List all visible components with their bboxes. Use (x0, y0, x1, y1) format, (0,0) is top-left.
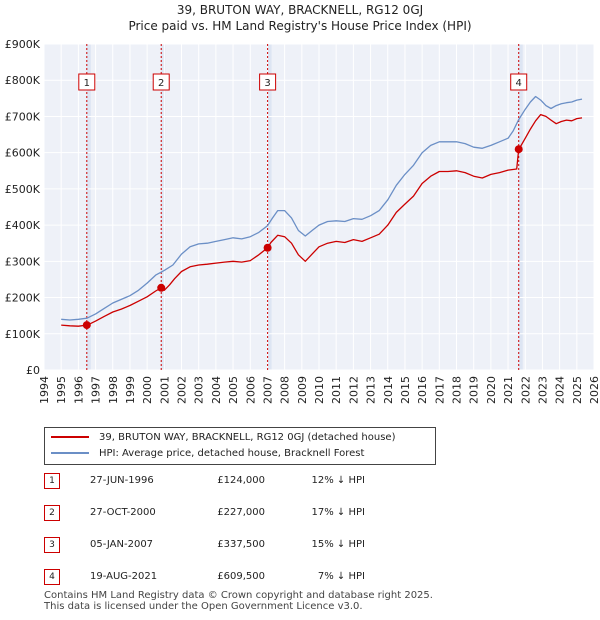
y-tick-label: £100K (5, 328, 41, 341)
sale-marker-label: 4 (516, 78, 522, 89)
footer-line-1: Contains HM Land Registry data © Crown c… (44, 590, 433, 601)
x-tick-label: 2013 (365, 376, 378, 404)
chart-title: 39, BRUTON WAY, BRACKNELL, RG12 0GJ (176, 3, 424, 17)
x-tick-label: 2018 (451, 376, 464, 404)
x-tick-label: 1998 (107, 376, 120, 404)
sale-marker-badge: 2 (44, 505, 60, 521)
series-line-hpi (61, 95, 583, 321)
legend-line-property (51, 436, 89, 438)
chart-legend: 39, BRUTON WAY, BRACKNELL, RG12 0GJ (det… (44, 427, 436, 465)
x-tick-label: 2020 (485, 376, 498, 404)
x-tick-label: 2019 (468, 376, 481, 404)
y-tick-label: £400K (5, 219, 41, 232)
transaction-hpi-diff: 17% ↓ HPI (311, 507, 365, 518)
transaction-hpi-diff: 12% ↓ HPI (311, 475, 365, 486)
sale-band (161, 44, 166, 370)
x-tick-label: 1999 (124, 376, 137, 404)
sale-point (157, 283, 166, 292)
x-tick-label: 2008 (279, 376, 292, 404)
x-tick-label: 2012 (347, 376, 360, 404)
y-tick-label: £500K (5, 183, 41, 196)
x-tick-label: 2001 (158, 376, 171, 404)
transaction-price: £227,000 (217, 507, 265, 518)
legend-line-hpi (51, 452, 89, 454)
x-tick-label: 2021 (502, 376, 515, 404)
transaction-row: 3 05-JAN-2007 £337,500 15% ↓ HPI (0, 536, 600, 554)
x-tick-label: 2022 (519, 376, 532, 404)
x-tick-label: 2023 (536, 376, 549, 404)
x-tick-label: 2002 (176, 376, 189, 404)
y-tick-label: £900K (5, 38, 41, 51)
transaction-date: 05-JAN-2007 (90, 539, 154, 550)
x-tick-label: 2024 (554, 376, 567, 404)
sale-marker-label: 1 (84, 78, 90, 89)
legend-item-property: 39, BRUTON WAY, BRACKNELL, RG12 0GJ (det… (51, 430, 396, 446)
y-tick-label: £200K (5, 292, 41, 305)
x-tick-label: 1996 (72, 376, 85, 404)
sale-marker-badge: 3 (44, 537, 60, 553)
y-tick-label: £300K (5, 255, 41, 268)
x-tick-label: 2009 (296, 376, 309, 404)
sale-marker-label: 2 (158, 78, 164, 89)
transaction-hpi-diff: 7% ↓ HPI (317, 571, 365, 582)
y-tick-label: £0 (26, 364, 40, 377)
footer-attribution: Contains HM Land Registry data © Crown c… (44, 590, 433, 612)
transaction-hpi-diff: 15% ↓ HPI (311, 539, 365, 550)
sale-band (86, 44, 91, 370)
transaction-row: 1 27-JUN-1996 £124,000 12% ↓ HPI (0, 472, 600, 490)
sale-marker-badge: 4 (44, 569, 60, 585)
x-tick-label: 2007 (261, 376, 274, 404)
sale-marker-box (152, 73, 170, 91)
sale-marker-box (259, 73, 277, 91)
x-tick-label: 2004 (210, 376, 223, 404)
sale-band (518, 44, 523, 370)
legend-item-hpi: HPI: Average price, detached house, Brac… (51, 446, 364, 462)
sale-band (267, 44, 272, 370)
x-tick-label: 2005 (227, 376, 240, 404)
x-tick-label: 2011 (330, 376, 343, 404)
x-tick-label: 1995 (55, 376, 68, 404)
sale-marker-box (510, 73, 528, 91)
price-chart: 1 2 3 4 £0 £100K £200K £300K £400K £500K £600K £700… (5, 38, 600, 404)
sale-point (514, 145, 523, 154)
sale-marker-box (78, 73, 96, 91)
transaction-price: £124,000 (217, 475, 265, 486)
transaction-date: 27-OCT-2000 (90, 507, 156, 518)
transaction-row: 2 27-OCT-2000 £227,000 17% ↓ HPI (0, 504, 600, 522)
y-tick-label: £700K (5, 110, 41, 123)
legend-label-property: 39, BRUTON WAY, BRACKNELL, RG12 0GJ (det… (99, 432, 396, 443)
x-tick-label: 2017 (433, 376, 446, 404)
y-tick-label: £800K (5, 74, 41, 87)
x-tick-label: 2006 (244, 376, 257, 404)
x-tick-label: 2010 (313, 376, 326, 404)
footer-line-2: This data is licensed under the Open Gov… (44, 601, 363, 612)
x-tick-label: 2025 (571, 376, 584, 404)
transaction-price: £337,500 (217, 539, 265, 550)
x-tick-label: 2014 (382, 376, 395, 404)
chart-subtitle: Price paid vs. HM Land Registry's House … (128, 19, 472, 33)
sale-point (263, 243, 272, 252)
x-tick-label: 2016 (416, 376, 429, 404)
transaction-date: 27-JUN-1996 (90, 475, 154, 486)
x-tick-label: 2003 (193, 376, 206, 404)
x-tick-label: 1997 (90, 376, 103, 404)
x-tick-label: 1994 (38, 376, 51, 404)
x-tick-label: 2000 (141, 376, 154, 404)
sale-marker-badge: 1 (44, 473, 60, 489)
legend-label-hpi: HPI: Average price, detached house, Brac… (99, 448, 365, 459)
sale-point (82, 321, 91, 330)
sale-marker-label: 3 (264, 78, 270, 89)
transaction-date: 19-AUG-2021 (90, 571, 158, 582)
y-tick-label: £600K (5, 147, 41, 160)
x-tick-label: 2026 (588, 376, 600, 404)
transaction-price: £609,500 (217, 571, 265, 582)
transaction-row: 4 19-AUG-2021 £609,500 7% ↓ HPI (0, 568, 600, 586)
x-tick-label: 2015 (399, 376, 412, 404)
